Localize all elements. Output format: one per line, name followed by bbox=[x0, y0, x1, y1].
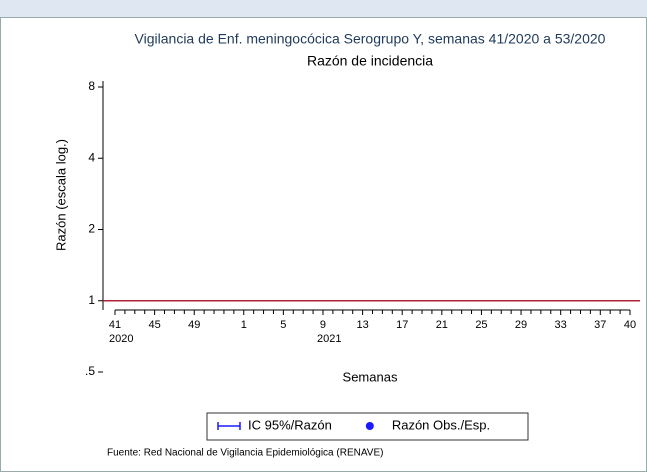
x-tick-label: 25 bbox=[475, 319, 487, 331]
x-tick-label: 1 bbox=[241, 319, 247, 331]
y-tick-label: 1 bbox=[88, 293, 95, 307]
x-tick-label: 17 bbox=[396, 319, 408, 331]
chart-title: Vigilancia de Enf. meningocócica Serogru… bbox=[135, 31, 606, 47]
legend-label: IC 95%/Razón bbox=[248, 417, 332, 432]
x-tick-label: 41 bbox=[109, 319, 121, 331]
x-tick-label: 29 bbox=[515, 319, 527, 331]
y-tick-label: 8 bbox=[88, 79, 95, 93]
legend-symbol bbox=[365, 422, 374, 430]
x-tick-label: 49 bbox=[188, 319, 200, 331]
x-tick-label: 13 bbox=[356, 319, 368, 331]
y-tick-label: 2 bbox=[88, 222, 95, 236]
x-tick-label: 21 bbox=[436, 319, 448, 331]
x-tick-label: 9 bbox=[320, 319, 326, 331]
x-tick-label: 37 bbox=[594, 319, 606, 331]
source-note: Fuente: Red Nacional de Vigilancia Epide… bbox=[107, 448, 383, 459]
legend-label: Razón Obs./Esp. bbox=[392, 417, 490, 432]
y-tick-label: 4 bbox=[88, 150, 95, 164]
x-tick-label: 40 bbox=[624, 319, 636, 331]
x-year-label: 2021 bbox=[317, 333, 341, 345]
y-axis-label: Razón (escala log.) bbox=[53, 139, 68, 251]
x-tick-label: 45 bbox=[148, 319, 160, 331]
x-axis-label: Semanas bbox=[343, 369, 398, 384]
chart-subtitle: Razón de incidencia bbox=[307, 53, 433, 69]
y-tick-label: .5 bbox=[85, 364, 95, 378]
x-tick-label: 33 bbox=[555, 319, 567, 331]
plot-panel bbox=[0, 17, 647, 472]
x-tick-label: 5 bbox=[280, 319, 286, 331]
x-year-label: 2020 bbox=[109, 333, 133, 345]
